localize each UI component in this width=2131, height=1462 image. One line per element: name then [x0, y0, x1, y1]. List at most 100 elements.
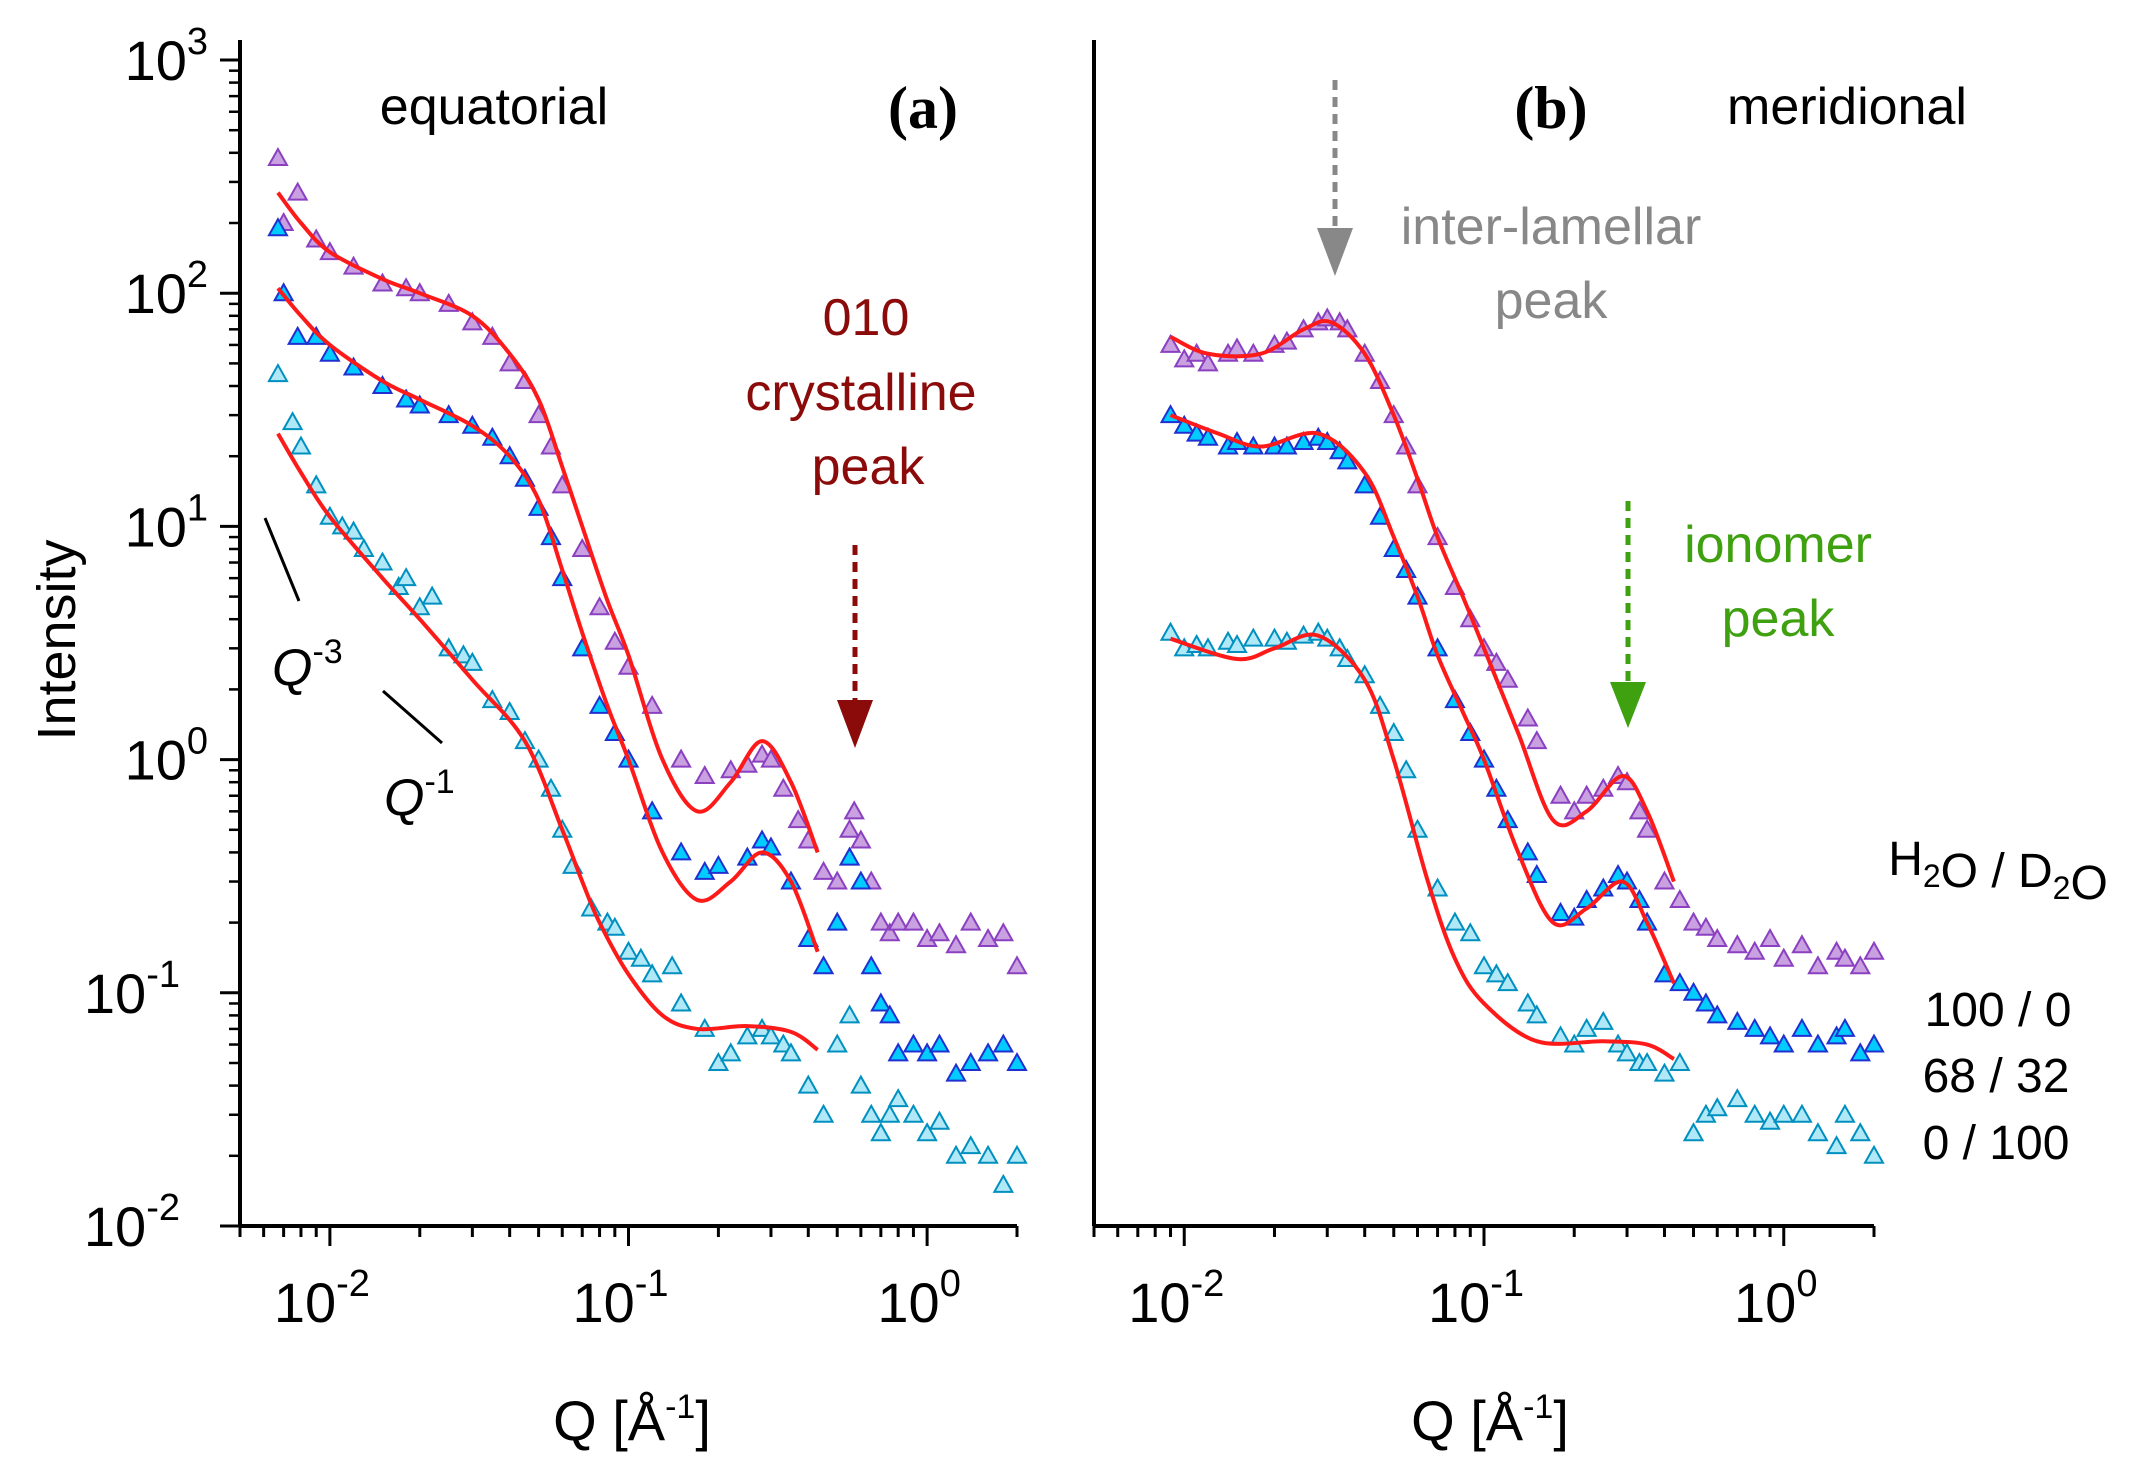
data-point	[670, 841, 692, 861]
data-point	[1863, 1033, 1885, 1053]
data-point	[1006, 1144, 1028, 1164]
data-point	[1006, 955, 1028, 975]
data-point	[850, 1074, 872, 1094]
data-point	[1807, 955, 1829, 975]
data-point	[860, 955, 882, 975]
data-point	[571, 537, 593, 557]
data-point	[1682, 1122, 1705, 1142]
data-point	[1197, 352, 1219, 372]
data-point	[1807, 1122, 1829, 1142]
fit-curve	[276, 191, 820, 854]
data-point	[286, 181, 309, 201]
data-point	[1263, 627, 1286, 647]
data-point	[1759, 1025, 1781, 1045]
data-point	[1653, 870, 1676, 890]
data-point	[736, 1025, 759, 1045]
data-point	[751, 829, 773, 849]
data-point	[838, 1004, 861, 1024]
data-point	[1834, 1103, 1856, 1123]
data-point	[960, 1135, 982, 1155]
data-point	[826, 1033, 848, 1053]
interlamellar-peak-arrow	[1317, 80, 1353, 276]
data-point	[1354, 474, 1376, 494]
data-point	[1636, 1051, 1658, 1072]
data-point	[1726, 934, 1749, 954]
data-point	[1636, 818, 1658, 838]
y-tick-label: 102	[125, 254, 208, 325]
data-point	[641, 963, 663, 983]
data-point	[1791, 934, 1813, 954]
panel-a-xlabel: Q [Å-1]	[553, 1388, 711, 1452]
data-point	[1226, 633, 1248, 654]
data-point	[760, 748, 782, 768]
data-point	[977, 1144, 999, 1164]
legend-entry-0-100: 0 / 100	[1923, 1117, 2070, 1170]
data-point	[588, 596, 611, 616]
data-point	[1173, 414, 1195, 434]
ionomer-peak-label-2: peak	[1722, 590, 1836, 648]
y-tick-label: 10-1	[84, 954, 180, 1025]
data-point	[409, 596, 431, 616]
data-point	[992, 1173, 1015, 1193]
data-point	[812, 1103, 835, 1123]
data-point	[797, 1074, 819, 1094]
data-point	[1706, 1097, 1728, 1117]
data-point	[1773, 1103, 1795, 1123]
data-point	[1444, 911, 1466, 931]
y-tick-label: 100	[125, 721, 208, 792]
data-point	[1726, 1088, 1749, 1108]
panel-b-meridional: 10-2 10-1 100	[1092, 40, 1885, 1334]
data-point	[1695, 992, 1717, 1012]
data-point	[1744, 1017, 1766, 1037]
data-point	[812, 955, 835, 975]
data-point	[286, 325, 309, 345]
series-6832	[1159, 404, 1885, 1062]
data-point	[1863, 940, 1885, 960]
data-point	[670, 748, 692, 768]
data-point	[928, 1033, 951, 1053]
data-point	[1682, 981, 1705, 1001]
data-point	[1669, 1051, 1691, 1072]
data-point	[977, 1042, 999, 1062]
data-point	[945, 934, 967, 954]
x-tick-label: 100	[1734, 1263, 1817, 1334]
x-tick-label: 10-1	[1428, 1263, 1524, 1334]
data-point	[371, 551, 394, 571]
data-point	[720, 1042, 742, 1062]
data-point	[1773, 947, 1795, 967]
data-point	[960, 911, 982, 931]
data-point	[1592, 1010, 1614, 1030]
data-point	[887, 1042, 909, 1062]
data-point	[1825, 1135, 1848, 1155]
data-point	[879, 922, 901, 942]
fit-curve	[1169, 413, 1676, 984]
data-point	[1459, 922, 1481, 942]
data-point	[902, 1103, 925, 1123]
data-point	[787, 809, 809, 829]
x-tick-label: 10-2	[1128, 1263, 1224, 1334]
data-point	[772, 1033, 795, 1053]
data-point	[1791, 1017, 1813, 1037]
slope-q1-line	[382, 689, 443, 745]
data-point	[588, 694, 611, 714]
data-point	[928, 922, 951, 942]
data-point	[1616, 1042, 1638, 1062]
panel-a-equatorial: 10-2 10-1 100 10-2 10-1 100 101 102 103	[84, 21, 1028, 1334]
data-point	[1759, 928, 1781, 948]
data-point	[1834, 1017, 1856, 1037]
data-point	[1653, 1062, 1676, 1082]
data-point	[916, 1122, 938, 1142]
x-tick-label: 10-1	[572, 1263, 668, 1334]
fit-curve	[276, 432, 819, 1052]
panel-a-title: equatorial	[380, 78, 608, 136]
data-point	[826, 870, 848, 890]
panel-b-xlabel: Q [Å-1]	[1411, 1388, 1569, 1452]
panel-a-label: (a)	[888, 75, 958, 141]
data-point	[780, 1042, 802, 1062]
data-point	[1242, 627, 1265, 647]
data-point	[395, 388, 417, 408]
slope-q3-label: Q-3	[272, 633, 343, 697]
crystalline-peak-label-1: 010	[823, 289, 910, 347]
data-point	[630, 947, 652, 967]
